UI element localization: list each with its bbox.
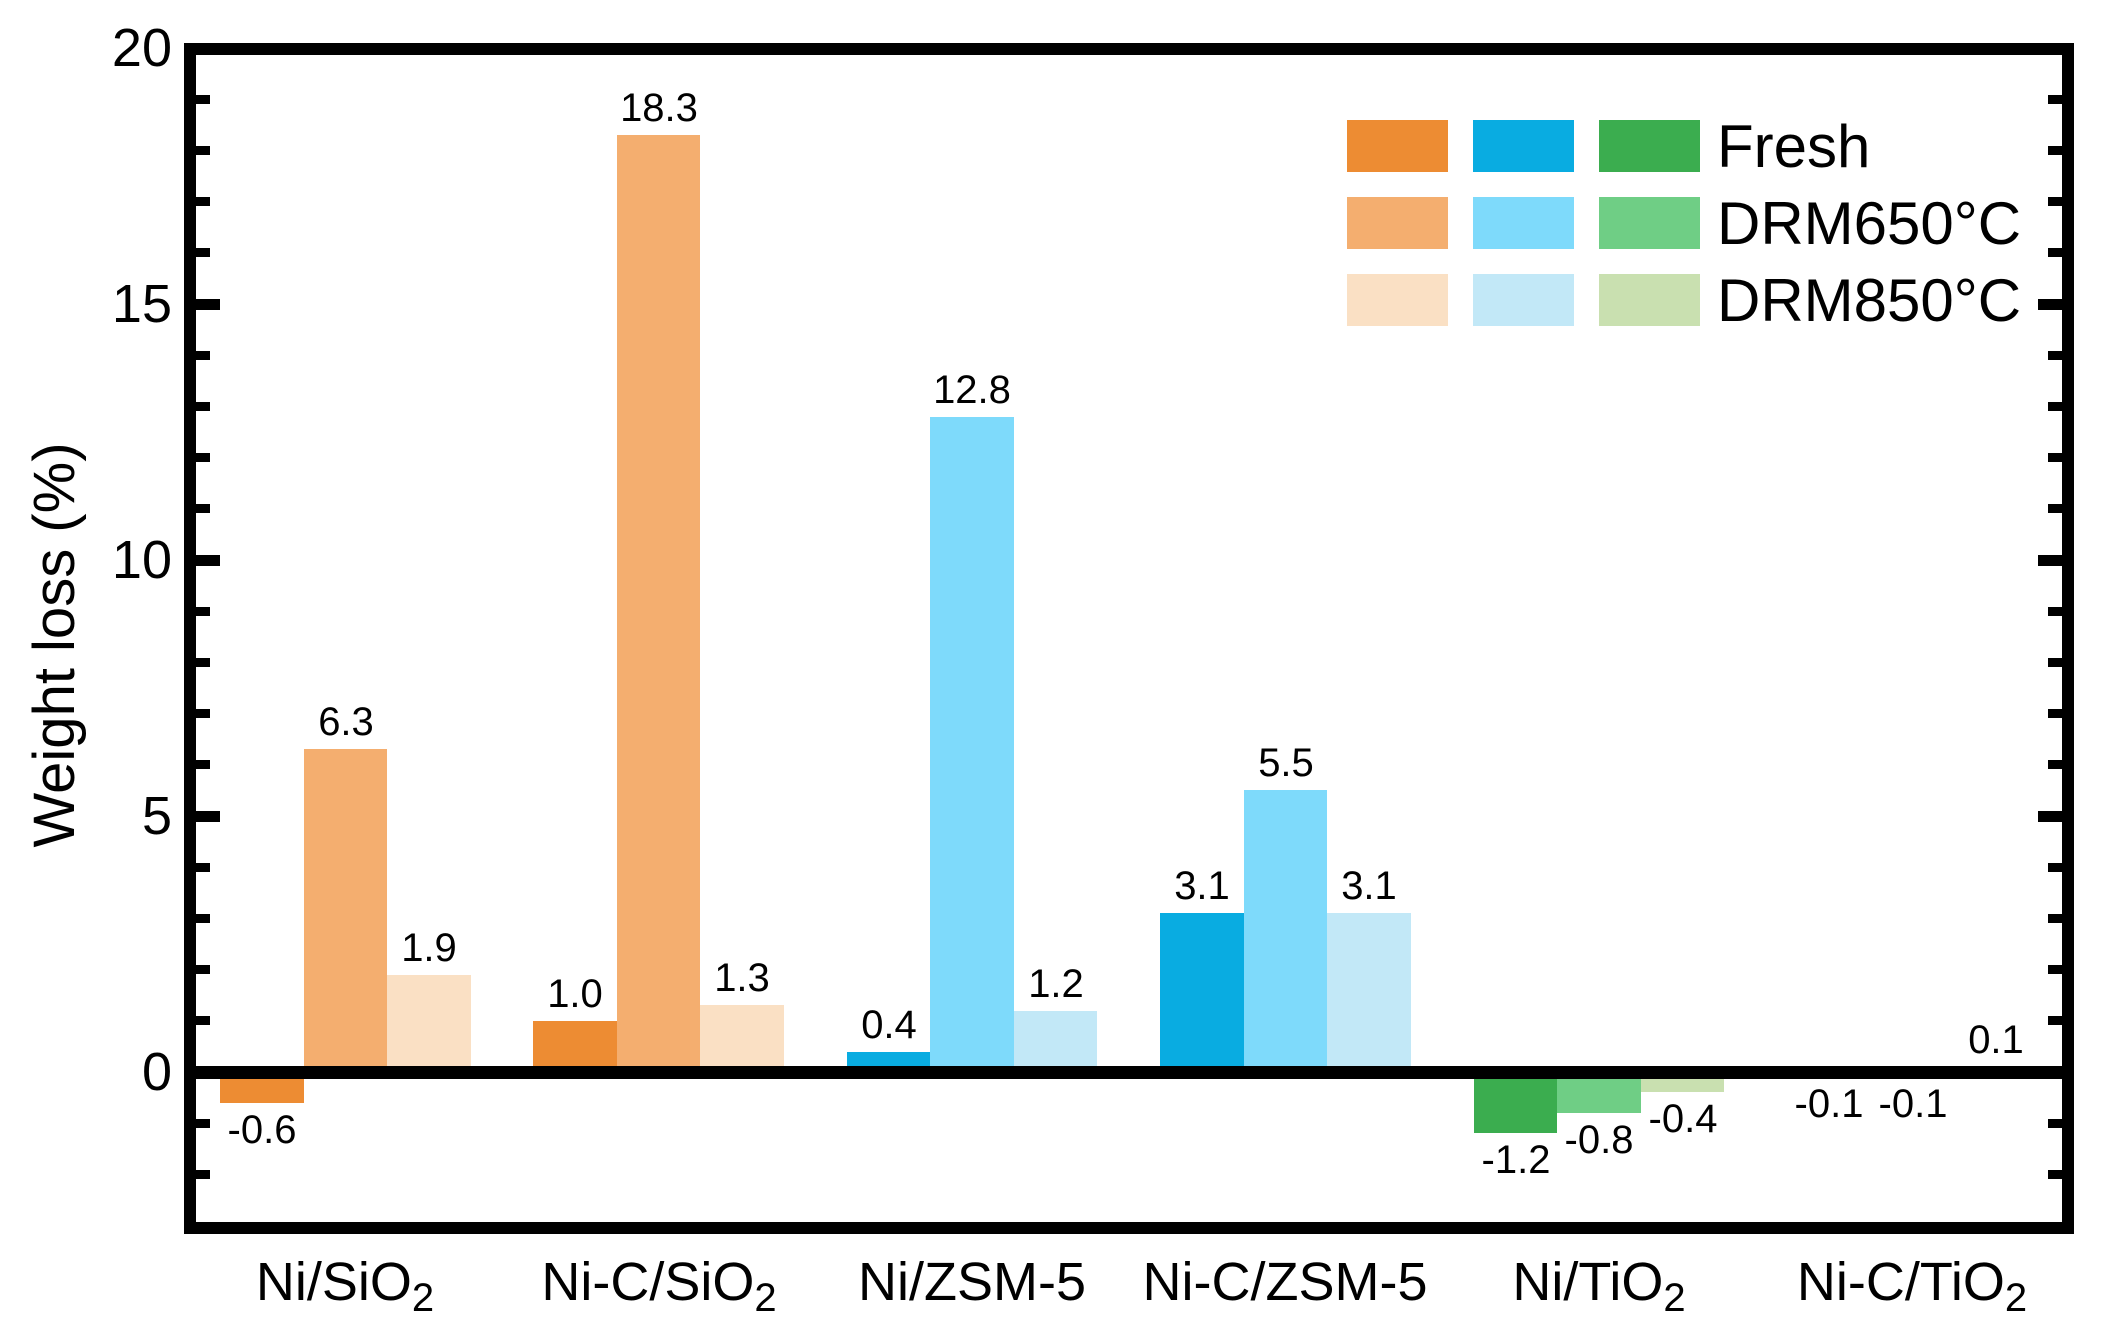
- legend-swatch-DRM850°C-0: [1347, 274, 1448, 326]
- bar-Ni/ZSM-5-DRM650°C: [930, 417, 1014, 1072]
- y-minor-tick-4: [196, 863, 210, 872]
- bar-value-label-Ni/TiO2-Fresh: -1.2: [1481, 1138, 1551, 1182]
- x-category-label-Ni-C/ZSM-5: Ni-C/ZSM-5: [1142, 1252, 1428, 1312]
- legend-label-DRM850°C: DRM850°C: [1717, 267, 2022, 334]
- bar-value-label-Ni/ZSM-5-Fresh: 0.4: [861, 1003, 917, 1047]
- legend-swatch-Fresh-0: [1347, 120, 1448, 172]
- bar-Ni/SiO2-DRM850°C: [387, 975, 471, 1072]
- y-minor-tick-right-4: [2048, 863, 2062, 872]
- y-tick-label-10: 10: [111, 530, 172, 590]
- y-minor-tick-right-14: [2048, 351, 2062, 360]
- y-minor-tick-right-8: [2048, 658, 2062, 667]
- y-minor-tick-11: [196, 504, 210, 513]
- x-category-label-Ni/TiO2: Ni/TiO2: [1512, 1252, 1686, 1321]
- bar-value-label-Ni-C/ZSM-5-DRM650°C: 5.5: [1258, 741, 1314, 785]
- bar-value-label-Ni-C/ZSM-5-Fresh: 3.1: [1174, 864, 1230, 908]
- y-major-tick-5: [196, 811, 220, 822]
- y-minor-tick-18: [196, 146, 210, 155]
- x-category-label-Ni/ZSM-5: Ni/ZSM-5: [858, 1252, 1086, 1312]
- y-minor-tick-14: [196, 351, 210, 360]
- y-minor-tick-16: [196, 248, 210, 257]
- bar-value-label-Ni/TiO2-DRM650°C: -0.8: [1564, 1118, 1634, 1162]
- bar-value-label-Ni-C/TiO2-DRM850°C: 0.1: [1968, 1018, 2024, 1062]
- bar-value-label-Ni-C/SiO2-DRM650°C: 18.3: [620, 86, 698, 130]
- y-minor-tick-right-13: [2048, 402, 2062, 411]
- legend-swatch-DRM650°C-1: [1473, 197, 1574, 249]
- y-minor-tick-right-7: [2048, 709, 2062, 718]
- bar-value-label-Ni/SiO2-DRM650°C: 6.3: [318, 700, 374, 744]
- x-category-label-Ni-C/SiO2: Ni-C/SiO2: [541, 1252, 777, 1321]
- y-minor-tick-right-16: [2048, 248, 2062, 257]
- legend-swatch-DRM650°C-0: [1347, 197, 1448, 249]
- y-minor-tick-3: [196, 914, 210, 923]
- y-minor-tick-right-3: [2048, 914, 2062, 923]
- bar-value-label-Ni-C/ZSM-5-DRM850°C: 3.1: [1341, 864, 1397, 908]
- bar-value-label-Ni/ZSM-5-DRM650°C: 12.8: [933, 368, 1011, 412]
- y-minor-tick-right-12: [2048, 453, 2062, 462]
- y-minor-tick-right--2: [2048, 1170, 2062, 1179]
- zero-baseline: [196, 1066, 2062, 1079]
- legend-swatch-DRM850°C-2: [1599, 274, 1700, 326]
- legend-label-DRM650°C: DRM650°C: [1717, 190, 2022, 257]
- y-minor-tick-right--1: [2048, 1119, 2062, 1128]
- y-tick-label-0: 0: [141, 1042, 172, 1102]
- bar-Ni/ZSM-5-DRM850°C: [1014, 1011, 1097, 1072]
- y-major-tick-right-15: [2038, 299, 2062, 310]
- legend-swatch-DRM650°C-2: [1599, 197, 1700, 249]
- bar-value-label-Ni/ZSM-5-DRM850°C: 1.2: [1028, 962, 1084, 1006]
- bar-Ni-C/ZSM-5-DRM850°C: [1327, 913, 1411, 1072]
- y-major-tick-right-5: [2038, 811, 2062, 822]
- legend-swatch-Fresh-2: [1599, 120, 1700, 172]
- y-major-tick-10: [196, 555, 220, 566]
- y-minor-tick-6: [196, 760, 210, 769]
- y-minor-tick-19: [196, 95, 210, 104]
- y-minor-tick-17: [196, 197, 210, 206]
- y-minor-tick-2: [196, 965, 210, 974]
- bar-Ni/SiO2-DRM650°C: [304, 749, 387, 1072]
- bar-value-label-Ni-C/SiO2-DRM850°C: 1.3: [714, 956, 770, 1000]
- y-tick-label-5: 5: [141, 786, 172, 846]
- y-minor-tick-right-18: [2048, 146, 2062, 155]
- y-minor-tick--1: [196, 1119, 210, 1128]
- y-minor-tick-12: [196, 453, 210, 462]
- y-minor-tick-right-19: [2048, 95, 2062, 104]
- y-minor-tick-1: [196, 1016, 210, 1025]
- bar-value-label-Ni-C/TiO2-DRM650°C: -0.1: [1878, 1082, 1948, 1126]
- bar-Ni-C/ZSM-5-Fresh: [1160, 913, 1244, 1072]
- bar-value-label-Ni/SiO2-DRM850°C: 1.9: [401, 926, 457, 970]
- y-minor-tick-right-17: [2048, 197, 2062, 206]
- y-minor-tick-right-1: [2048, 1016, 2062, 1025]
- y-minor-tick-right-11: [2048, 504, 2062, 513]
- y-minor-tick-13: [196, 402, 210, 411]
- y-tick-label-20: 20: [111, 18, 172, 78]
- y-tick-label-15: 15: [111, 274, 172, 334]
- y-minor-tick-right-9: [2048, 607, 2062, 616]
- legend-swatch-Fresh-1: [1473, 120, 1574, 172]
- bar-value-label-Ni/SiO2-Fresh: -0.6: [227, 1108, 297, 1152]
- bar-value-label-Ni/TiO2-DRM850°C: -0.4: [1648, 1097, 1718, 1141]
- y-minor-tick-7: [196, 709, 210, 718]
- x-category-label-Ni-C/TiO2: Ni-C/TiO2: [1796, 1252, 2028, 1321]
- y-minor-tick-9: [196, 607, 210, 616]
- bar-value-label-Ni-C/SiO2-Fresh: 1.0: [547, 972, 603, 1016]
- y-minor-tick--2: [196, 1170, 210, 1179]
- y-major-tick-right-10: [2038, 555, 2062, 566]
- bar-Ni-C/ZSM-5-DRM650°C: [1244, 790, 1327, 1072]
- bar-value-label-Ni-C/TiO2-Fresh: -0.1: [1794, 1082, 1864, 1126]
- y-minor-tick-right-6: [2048, 760, 2062, 769]
- legend-label-Fresh: Fresh: [1717, 113, 1871, 180]
- x-category-label-Ni/SiO2: Ni/SiO2: [255, 1252, 435, 1321]
- bar-Ni-C/SiO2-Fresh: [533, 1021, 617, 1072]
- y-minor-tick-8: [196, 658, 210, 667]
- legend-swatch-DRM850°C-1: [1473, 274, 1574, 326]
- y-major-tick-15: [196, 299, 220, 310]
- bar-Ni/TiO2-Fresh: [1474, 1072, 1557, 1133]
- bar-Ni-C/SiO2-DRM650°C: [617, 135, 700, 1072]
- y-minor-tick-right-2: [2048, 965, 2062, 974]
- bar-Ni-C/SiO2-DRM850°C: [700, 1005, 784, 1072]
